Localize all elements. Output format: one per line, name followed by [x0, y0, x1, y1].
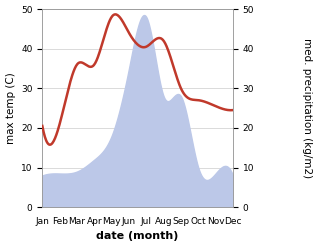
Y-axis label: med. precipitation (kg/m2): med. precipitation (kg/m2): [302, 38, 313, 178]
Y-axis label: max temp (C): max temp (C): [5, 72, 16, 144]
X-axis label: date (month): date (month): [96, 231, 179, 242]
